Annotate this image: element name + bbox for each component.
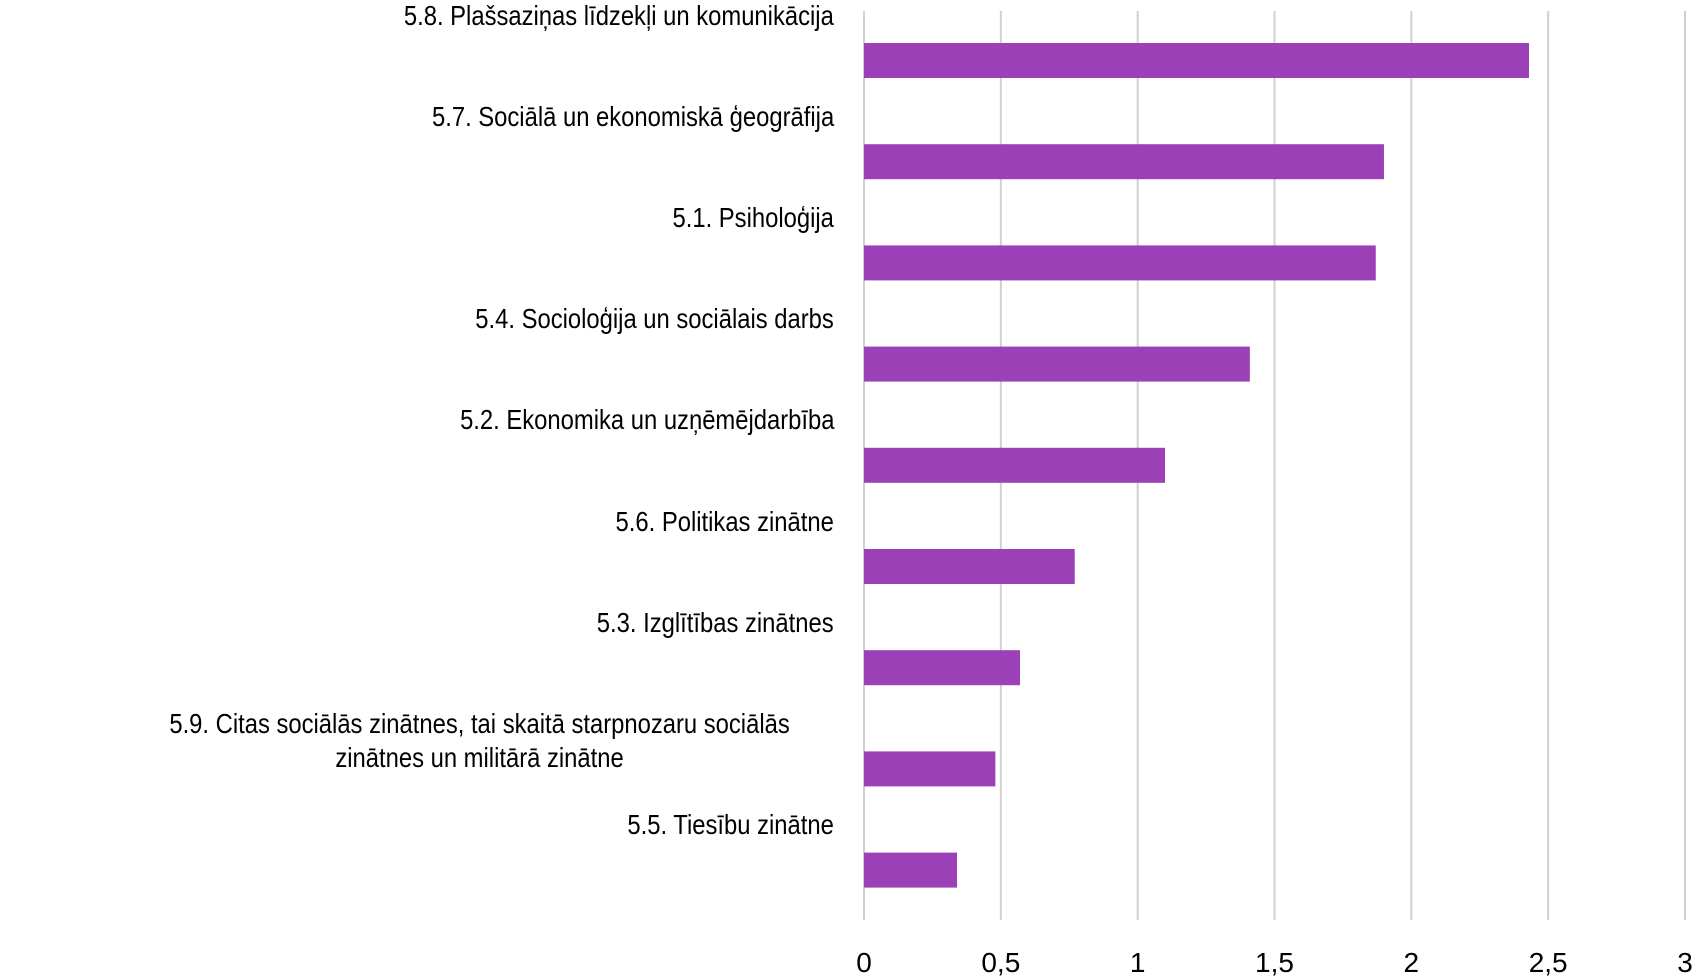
x-tick-label: 2 bbox=[1404, 947, 1420, 978]
x-tick-label: 2,5 bbox=[1529, 947, 1568, 978]
bar bbox=[864, 650, 1020, 686]
category-label: 5.9. Citas sociālās zinātnes, tai skaitā… bbox=[169, 707, 790, 773]
bar bbox=[864, 549, 1075, 584]
bar bbox=[864, 447, 1166, 483]
bar bbox=[864, 346, 1250, 382]
category-label: 5.7. Sociālā un ekonomiskā ģeogrāfija bbox=[431, 100, 834, 132]
x-tick-label: 1 bbox=[1130, 947, 1146, 978]
bar bbox=[864, 751, 996, 787]
bar bbox=[864, 43, 1530, 78]
category-label: 5.4. Socioloģija un sociālais darbs bbox=[475, 303, 834, 335]
x-tick-label: 0,5 bbox=[981, 947, 1020, 978]
x-tick-label: 3 bbox=[1677, 947, 1693, 978]
category-label: 5.3. Izglītības zinātnes bbox=[597, 606, 834, 638]
x-tick-label: 0 bbox=[856, 947, 872, 978]
category-label: 5.2. Ekonomika un uzņēmējdarbība bbox=[459, 404, 834, 436]
bar bbox=[864, 245, 1376, 281]
category-label: 5.5. Tiesību zinātne bbox=[627, 809, 834, 841]
category-label: 5.1. Psiholoģija bbox=[672, 201, 834, 233]
bar bbox=[864, 144, 1384, 180]
bar bbox=[864, 852, 958, 888]
category-label: 5.8. Plašsaziņas līdzekļi un komunikācij… bbox=[404, 0, 834, 31]
x-tick-label: 1,5 bbox=[1255, 947, 1294, 978]
category-label: 5.6. Politikas zinātne bbox=[615, 505, 834, 537]
